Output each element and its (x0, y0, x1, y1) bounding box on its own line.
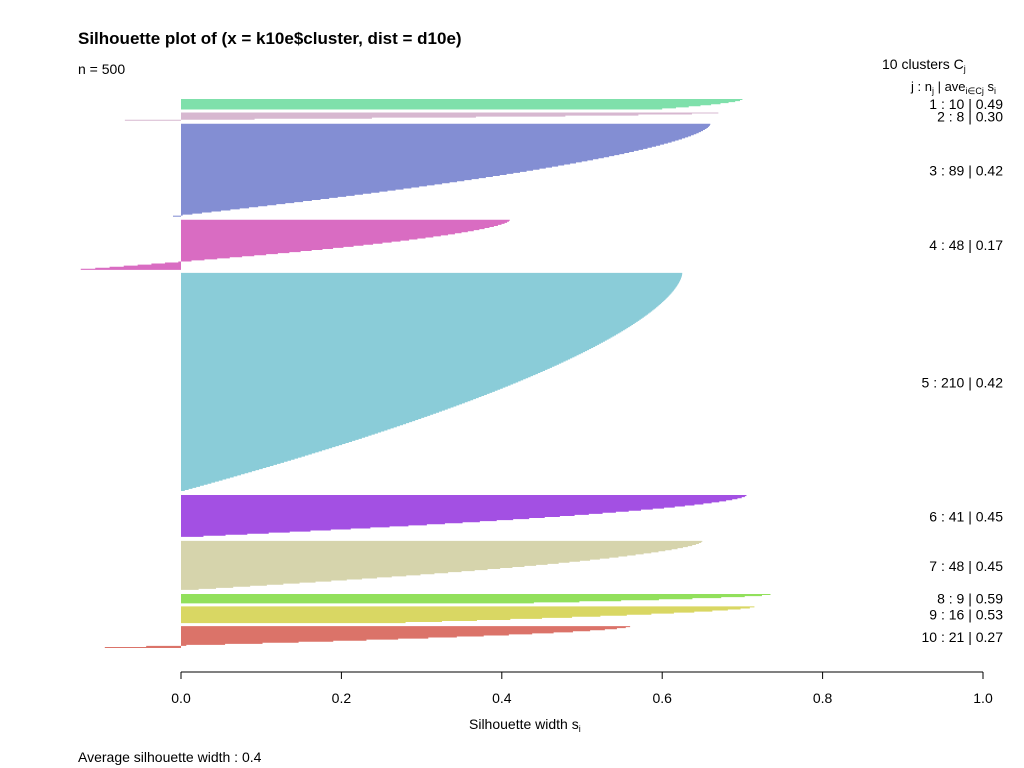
legend-header-sub-si: i (994, 86, 996, 96)
cluster-4-label: 4 : 48 | 0.17 (929, 237, 1003, 253)
cluster-4-negative-bar (80, 261, 181, 270)
x-axis-label-subscript: i (578, 724, 581, 734)
legend-header: j : nj | avei∈Cj si (911, 79, 996, 97)
legend-header-ave: | ave (933, 79, 966, 94)
legend-title-text: 10 clusters C (882, 56, 964, 72)
cluster-10-bar (181, 626, 631, 648)
silhouette-bars (80, 99, 771, 648)
legend-header-sub-nj: j (931, 86, 934, 96)
x-tick-label-5: 1.0 (973, 690, 993, 706)
legend-title-subscript: j (963, 64, 966, 74)
x-tick-label-3: 0.6 (652, 690, 672, 706)
cluster-10-label: 10 : 21 | 0.27 (922, 629, 1004, 645)
cluster-7-label: 7 : 48 | 0.45 (929, 558, 1003, 574)
cluster-1-label: 1 : 10 | 0.49 (929, 96, 1003, 112)
cluster-3-negative-bar (172, 215, 181, 217)
x-tick-label-2: 0.4 (492, 690, 512, 706)
chart-title: Silhouette plot of (x = k10e$cluster, di… (78, 29, 462, 48)
average-silhouette-value: 0.4 (241, 749, 262, 765)
average-silhouette-width: Average silhouette width : 0.4 (78, 749, 261, 765)
x-axis: 0.0 0.2 0.4 0.6 0.8 1.0 (171, 671, 993, 706)
cluster-labels: 1 : 10 | 0.492 : 8 | 0.30 3 : 89 | 0.42 4 … (922, 96, 1004, 645)
cluster-5-bar (181, 272, 683, 493)
legend-header-j: j : n (911, 79, 932, 94)
x-tick-label-0: 0.0 (171, 690, 191, 706)
x-tick-label-1: 0.2 (332, 690, 352, 706)
cluster-2-label: 2 : 8 | 0.30 (937, 109, 1003, 125)
cluster-8-bar (181, 593, 771, 604)
cluster-3-label: 3 : 89 | 0.42 (929, 162, 1003, 178)
cluster-5-label: 5 : 210 | 0.42 (922, 374, 1004, 390)
cluster-8-label: 8 : 9 | 0.59 (937, 591, 1003, 607)
cluster-4-bar (181, 219, 510, 270)
legend-header-s: s (983, 79, 994, 94)
cluster-9-label: 9 : 16 | 0.53 (929, 607, 1003, 623)
x-axis-label: Silhouette width si (469, 716, 581, 734)
x-axis-label-text: Silhouette width s (469, 716, 579, 732)
cluster-2-negative-bar (124, 119, 181, 121)
x-tick-label-4: 0.8 (813, 690, 833, 706)
cluster-6-label: 6 : 41 | 0.45 (929, 508, 1003, 524)
cluster-9-bar (181, 606, 755, 624)
cluster-7-bar (181, 540, 703, 591)
cluster-2-bar (181, 112, 719, 121)
chart-subtitle: n = 500 (78, 61, 126, 77)
cluster-6-bar (181, 495, 747, 538)
legend-title: 10 clusters Cj (882, 56, 966, 74)
cluster-1-bar (181, 99, 743, 110)
legend-header-sub-cj: i∈Cj (965, 86, 984, 96)
average-silhouette-label: Average silhouette width : (78, 749, 239, 765)
cluster-3-bar (181, 123, 711, 217)
cluster-10-negative-bar (104, 645, 181, 648)
